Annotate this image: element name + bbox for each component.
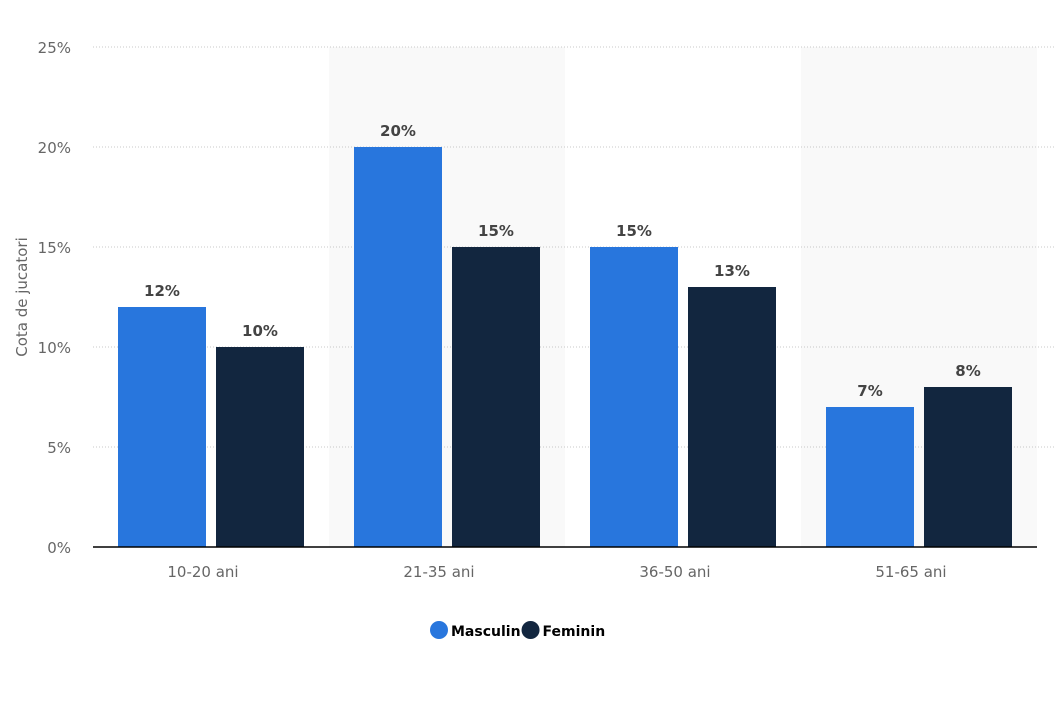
legend-label: Masculin [451, 624, 521, 640]
data-label: 12% [144, 282, 180, 300]
bar-masculin[interactable] [826, 407, 914, 547]
data-label: 8% [955, 362, 980, 380]
x-tick-label: 51-65 ani [875, 563, 946, 581]
bar-feminin[interactable] [924, 387, 1012, 547]
legend-label: Feminin [543, 624, 606, 640]
data-label: 20% [380, 122, 416, 140]
data-label: 15% [616, 222, 652, 240]
y-tick-label: 0% [47, 539, 71, 557]
y-tick-label: 10% [38, 339, 71, 357]
legend-marker-icon [521, 621, 540, 639]
data-label: 13% [714, 262, 750, 280]
bar-masculin[interactable] [354, 147, 442, 547]
y-axis-label: Cota de jucatori [13, 237, 31, 357]
data-label: 7% [857, 382, 882, 400]
y-tick-label: 5% [47, 439, 71, 457]
bar-masculin[interactable] [118, 307, 206, 547]
legend-item-masculin[interactable]: Masculin [430, 621, 521, 640]
x-tick-label: 21-35 ani [403, 563, 474, 581]
bar-feminin[interactable] [688, 287, 776, 547]
y-tick-label: 25% [38, 39, 71, 57]
bar-masculin[interactable] [590, 247, 678, 547]
y-tick-label: 15% [38, 239, 71, 257]
data-label: 15% [478, 222, 514, 240]
legend-marker-icon [430, 621, 448, 639]
bar-feminin[interactable] [452, 247, 540, 547]
data-label: 10% [242, 322, 278, 340]
x-tick-label: 36-50 ani [639, 563, 710, 581]
x-tick-label: 10-20 ani [167, 563, 238, 581]
bar-feminin[interactable] [216, 347, 304, 547]
y-tick-label: 20% [38, 139, 71, 157]
legend-item-feminin[interactable]: Feminin [521, 621, 606, 640]
